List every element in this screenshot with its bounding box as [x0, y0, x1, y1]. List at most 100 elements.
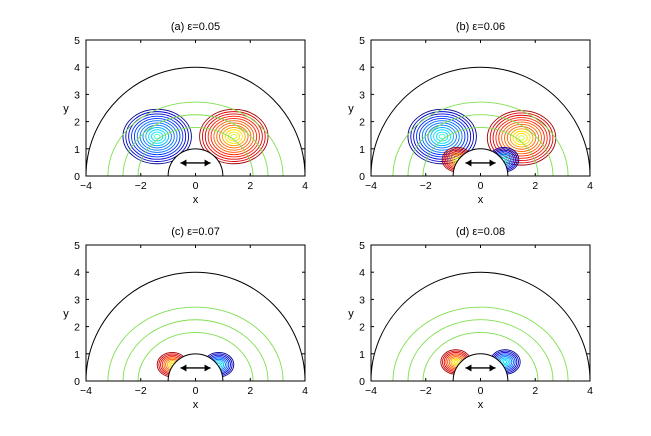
- chart-title: (b) ε=0.06: [456, 21, 505, 33]
- y-tick-label: 4: [74, 62, 80, 74]
- x-tick-label: −2: [420, 180, 432, 192]
- contour-line: [216, 122, 252, 151]
- x-tick-label: −2: [420, 385, 432, 397]
- contour-line: [107, 101, 284, 176]
- y-tick-label: 5: [74, 35, 80, 47]
- contour-field: [107, 101, 284, 176]
- contour-line: [131, 115, 184, 158]
- contour-line: [436, 131, 449, 142]
- contour-line: [213, 120, 255, 153]
- contour-line: [204, 113, 263, 160]
- contour-line: [128, 113, 187, 160]
- outer-boundary: [370, 66, 591, 177]
- contour-line: [122, 319, 269, 381]
- y-tick-label: 0: [359, 376, 365, 388]
- contour-line: [137, 332, 254, 381]
- y-tick-label: 3: [74, 294, 80, 306]
- contour-line: [202, 111, 266, 162]
- contour-field: [392, 306, 569, 381]
- chart-panel: −4 −2 0 2 4 0 1 2 3 4 5 (c) ε=0.07 x y: [63, 226, 308, 411]
- contour-line: [504, 123, 540, 152]
- y-tick-label: 2: [74, 117, 80, 129]
- contour-line: [133, 117, 181, 156]
- contour-line: [453, 360, 458, 364]
- x-tick-label: 0: [478, 180, 484, 192]
- contour-line: [489, 112, 554, 164]
- y-tick-label: 1: [74, 144, 80, 156]
- inner-cylinder: [452, 148, 509, 177]
- outer-boundary: [370, 271, 591, 382]
- chart-title: (a) ε=0.05: [171, 21, 220, 33]
- chart-panel: −4 −2 0 2 4 0 1 2 3 4 5 (b) ε=0.06 x y: [348, 21, 593, 206]
- arrowhead-right: [204, 159, 211, 167]
- y-axis-label: y: [348, 308, 354, 320]
- contour-line: [427, 124, 457, 149]
- contour-line: [430, 127, 455, 147]
- inner-cylinder: [167, 353, 224, 382]
- arrowhead-left: [465, 159, 472, 167]
- contour-line: [515, 132, 528, 143]
- arrowhead-right: [489, 364, 496, 372]
- x-tick-label: 2: [247, 385, 253, 397]
- x-tick-label: −4: [80, 180, 92, 192]
- y-tick-label: 4: [359, 62, 365, 74]
- y-tick-label: 5: [359, 240, 365, 252]
- contour-line: [392, 306, 569, 381]
- contour-line: [452, 358, 460, 366]
- x-tick-label: 4: [587, 180, 593, 192]
- chart-panel: −4 −2 0 2 4 0 1 2 3 4 5 (a) ε=0.05 x y: [63, 21, 308, 206]
- contour-line: [407, 114, 554, 176]
- contour-line: [422, 127, 539, 176]
- y-tick-label: 5: [74, 240, 80, 252]
- contour-line: [392, 101, 569, 176]
- y-axis-label: y: [348, 103, 354, 115]
- contour-line: [219, 124, 249, 149]
- contour-field: [392, 101, 569, 176]
- x-axis-label: x: [478, 194, 484, 206]
- contour-line: [421, 120, 463, 153]
- arrowhead-left: [180, 159, 187, 167]
- x-tick-label: 4: [302, 180, 308, 192]
- x-tick-label: −4: [365, 180, 377, 192]
- x-tick-label: 0: [193, 180, 199, 192]
- arrowhead-right: [489, 159, 496, 167]
- x-tick-label: −2: [135, 180, 147, 192]
- y-tick-label: 4: [74, 267, 80, 279]
- x-tick-label: 4: [302, 385, 308, 397]
- contour-line: [153, 133, 161, 140]
- x-tick-label: 4: [587, 385, 593, 397]
- contour-line: [224, 129, 243, 144]
- x-tick-label: 2: [247, 180, 253, 192]
- x-tick-label: 0: [478, 385, 484, 397]
- y-tick-label: 0: [74, 171, 80, 183]
- y-axis-label: y: [63, 103, 69, 115]
- inner-cylinder: [167, 148, 224, 177]
- contour-line: [424, 122, 460, 151]
- arrowhead-right: [204, 364, 211, 372]
- contour-line: [142, 124, 172, 149]
- y-tick-label: 3: [359, 294, 365, 306]
- y-tick-label: 3: [359, 89, 365, 101]
- contour-line: [221, 127, 246, 147]
- contour-line: [407, 319, 554, 381]
- contour-line: [498, 119, 545, 157]
- y-axis-label: y: [63, 308, 69, 320]
- contour-line: [227, 131, 240, 142]
- x-tick-label: −4: [80, 385, 92, 397]
- contour-line: [137, 127, 254, 176]
- contour-line: [139, 122, 175, 151]
- contour-line: [418, 117, 466, 156]
- y-tick-label: 2: [74, 322, 80, 334]
- contour-line: [501, 121, 542, 155]
- contour-line: [207, 115, 260, 158]
- y-tick-label: 1: [359, 349, 365, 361]
- contour-line: [107, 306, 284, 381]
- outer-boundary: [85, 66, 306, 177]
- contour-line: [230, 133, 238, 140]
- contour-line: [501, 358, 509, 366]
- contour-line: [122, 114, 269, 176]
- contour-field: [107, 306, 284, 381]
- y-tick-label: 0: [74, 376, 80, 388]
- arrowhead-left: [465, 364, 472, 372]
